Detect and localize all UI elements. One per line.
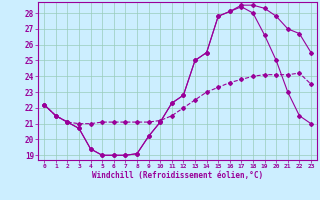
X-axis label: Windchill (Refroidissement éolien,°C): Windchill (Refroidissement éolien,°C) — [92, 171, 263, 180]
